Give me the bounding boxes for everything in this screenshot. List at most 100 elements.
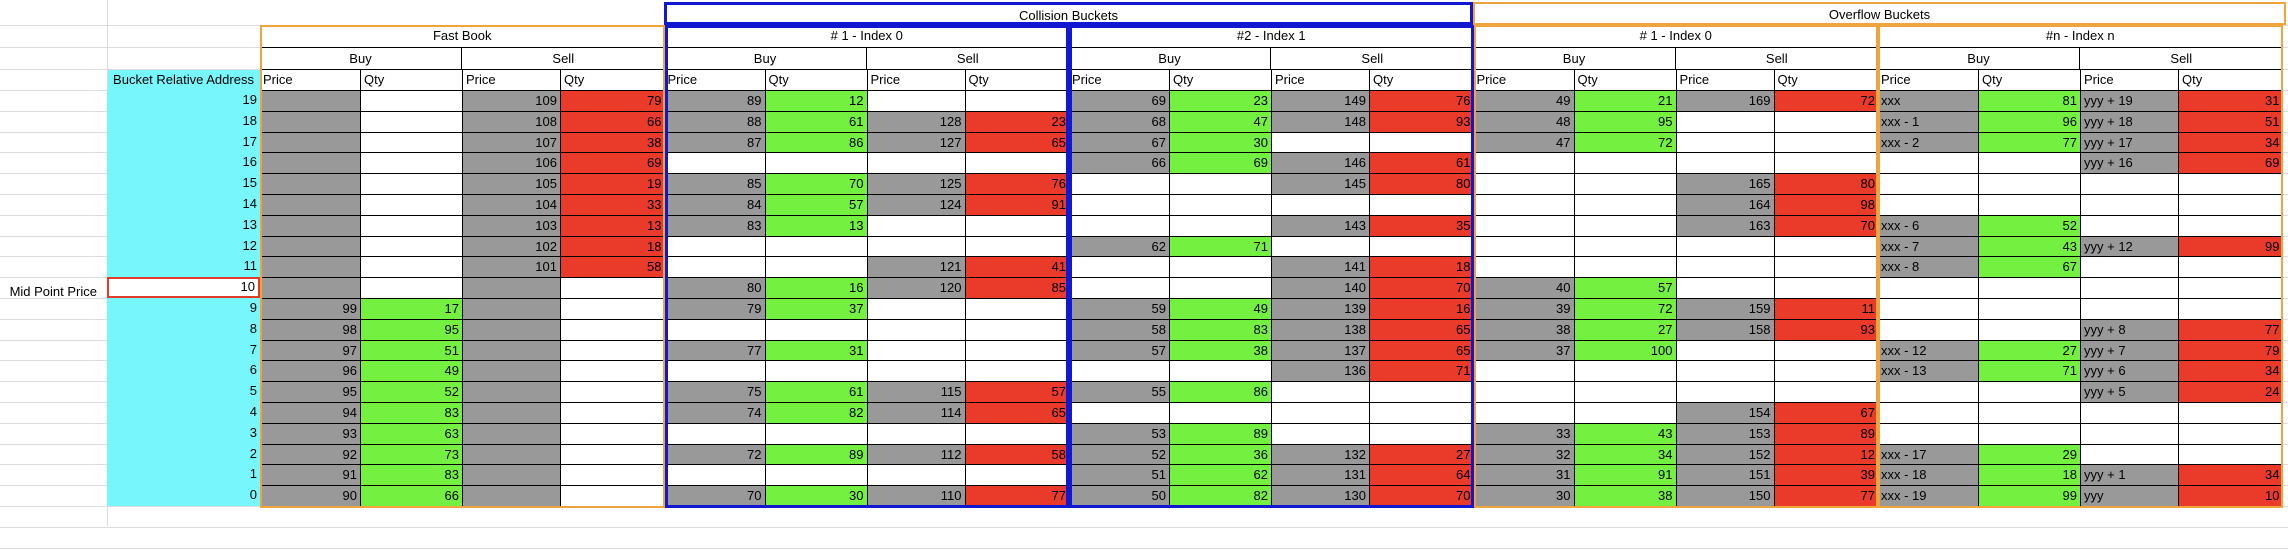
buy-qty-cell[interactable] — [1169, 173, 1271, 195]
sell-qty-cell[interactable] — [964, 235, 1069, 257]
buy-price-cell[interactable]: 77 — [664, 339, 765, 361]
buy-qty-cell[interactable] — [1169, 214, 1271, 237]
buy-price-cell[interactable] — [664, 235, 765, 257]
qty-header[interactable]: Qty — [2178, 69, 2283, 90]
buy-price-cell[interactable]: 70 — [664, 485, 765, 507]
bucket-address-cell[interactable]: 10 — [107, 277, 260, 299]
buy-qty-cell[interactable] — [1978, 381, 2080, 403]
sell-qty-cell[interactable]: 65 — [964, 402, 1069, 424]
sell-price-cell[interactable] — [2080, 443, 2178, 465]
buy-qty-cell[interactable]: 57 — [764, 194, 867, 216]
buy-qty-cell[interactable]: 17 — [360, 298, 462, 320]
sell-price-cell[interactable]: yyy + 7 — [2080, 339, 2178, 361]
sell-header[interactable]: Sell — [2080, 47, 2283, 69]
buy-price-cell[interactable]: 48 — [1473, 110, 1574, 133]
bucket-address-cell[interactable]: 7 — [107, 339, 260, 361]
buy-qty-cell[interactable]: 86 — [764, 131, 867, 153]
buy-qty-cell[interactable]: 71 — [1978, 360, 2080, 382]
sell-header[interactable]: Sell — [1271, 47, 1474, 69]
sell-price-cell[interactable]: 152 — [1675, 443, 1774, 465]
sell-price-cell[interactable]: 101 — [462, 256, 560, 278]
sell-price-cell[interactable] — [462, 485, 560, 507]
buy-qty-cell[interactable]: 27 — [1573, 318, 1676, 341]
buy-qty-cell[interactable] — [764, 464, 867, 486]
buy-price-cell[interactable]: 90 — [260, 485, 360, 507]
buy-price-cell[interactable] — [260, 256, 360, 278]
buy-qty-cell[interactable]: 36 — [1169, 443, 1271, 465]
sell-qty-cell[interactable]: 12 — [1773, 443, 1878, 465]
buy-price-cell[interactable]: 93 — [260, 422, 360, 445]
sell-qty-cell[interactable] — [2178, 173, 2283, 195]
price-header[interactable]: Price — [1271, 69, 1369, 90]
sell-price-cell[interactable] — [1675, 339, 1774, 361]
sell-price-cell[interactable]: 148 — [1271, 110, 1369, 133]
price-header[interactable]: Price — [664, 69, 765, 90]
buy-price-cell[interactable]: 98 — [260, 318, 360, 341]
sell-qty-cell[interactable] — [1773, 339, 1878, 361]
sell-price-cell[interactable] — [866, 464, 965, 486]
sell-price-cell[interactable]: 128 — [866, 110, 965, 133]
sell-qty-cell[interactable]: 77 — [2178, 318, 2283, 341]
buy-price-cell[interactable]: 92 — [260, 443, 360, 465]
sell-price-cell[interactable]: 163 — [1675, 214, 1774, 237]
sell-qty-cell[interactable]: 85 — [964, 277, 1069, 299]
sell-qty-cell[interactable] — [964, 360, 1069, 382]
buy-price-cell[interactable]: xxx - 17 — [1878, 443, 1978, 465]
sell-qty-cell[interactable]: 80 — [1773, 173, 1878, 195]
buy-price-cell[interactable] — [1473, 152, 1574, 174]
buy-price-cell[interactable] — [260, 277, 360, 299]
sell-price-cell[interactable]: 150 — [1675, 485, 1774, 507]
sell-qty-cell[interactable]: 70 — [1369, 277, 1474, 299]
qty-header[interactable]: Qty — [1369, 69, 1474, 90]
sell-qty-cell[interactable]: 35 — [1369, 214, 1474, 237]
sell-qty-cell[interactable]: 18 — [560, 235, 665, 257]
sell-header[interactable]: Sell — [462, 47, 665, 69]
buy-qty-cell[interactable]: 47 — [1169, 110, 1271, 133]
buy-qty-cell[interactable]: 30 — [764, 485, 867, 507]
sell-qty-cell[interactable] — [1773, 277, 1878, 299]
buy-qty-cell[interactable]: 83 — [360, 464, 462, 486]
sell-qty-cell[interactable] — [560, 402, 665, 424]
buy-price-cell[interactable] — [1069, 173, 1169, 195]
sell-qty-cell[interactable] — [1773, 235, 1878, 257]
sell-qty-cell[interactable]: 91 — [964, 194, 1069, 216]
sell-qty-cell[interactable] — [964, 152, 1069, 174]
buy-price-cell[interactable]: 97 — [260, 339, 360, 361]
buy-qty-cell[interactable]: 63 — [360, 422, 462, 445]
buy-qty-cell[interactable]: 27 — [1978, 339, 2080, 361]
buy-qty-cell[interactable] — [360, 131, 462, 153]
sell-price-cell[interactable]: 143 — [1271, 214, 1369, 237]
bucket-address-cell[interactable]: 14 — [107, 194, 260, 216]
sell-price-cell[interactable] — [1271, 402, 1369, 424]
buy-qty-cell[interactable] — [1978, 318, 2080, 341]
buy-price-cell[interactable]: 62 — [1069, 235, 1169, 257]
buy-qty-cell[interactable] — [1978, 277, 2080, 299]
buy-qty-cell[interactable] — [1978, 173, 2080, 195]
sell-qty-cell[interactable] — [964, 464, 1069, 486]
bucket-address-cell[interactable]: 2 — [107, 443, 260, 465]
buy-price-cell[interactable]: xxx - 2 — [1878, 131, 1978, 153]
sell-price-cell[interactable]: 164 — [1675, 194, 1774, 216]
sell-price-cell[interactable] — [2080, 173, 2178, 195]
sell-qty-cell[interactable]: 39 — [1773, 464, 1878, 486]
buy-price-cell[interactable] — [260, 110, 360, 133]
sell-qty-cell[interactable] — [560, 277, 665, 299]
sell-qty-cell[interactable]: 38 — [560, 131, 665, 153]
sell-qty-cell[interactable] — [1369, 402, 1474, 424]
price-header[interactable]: Price — [260, 69, 360, 90]
buy-price-cell[interactable] — [664, 360, 765, 382]
buy-price-cell[interactable]: 80 — [664, 277, 765, 299]
bucket-address-cell[interactable]: 15 — [107, 173, 260, 195]
buy-qty-cell[interactable]: 23 — [1169, 90, 1271, 112]
sell-qty-cell[interactable]: 67 — [1773, 402, 1878, 424]
buy-qty-cell[interactable] — [1169, 256, 1271, 278]
buy-price-cell[interactable]: 94 — [260, 402, 360, 424]
sell-qty-cell[interactable]: 76 — [964, 173, 1069, 195]
buy-price-cell[interactable]: 88 — [664, 110, 765, 133]
buy-qty-cell[interactable] — [1978, 422, 2080, 445]
sell-qty-cell[interactable] — [560, 443, 665, 465]
sell-price-cell[interactable]: 104 — [462, 194, 560, 216]
sell-price-cell[interactable]: 136 — [1271, 360, 1369, 382]
sell-price-cell[interactable]: 105 — [462, 173, 560, 195]
sell-qty-cell[interactable] — [2178, 194, 2283, 216]
